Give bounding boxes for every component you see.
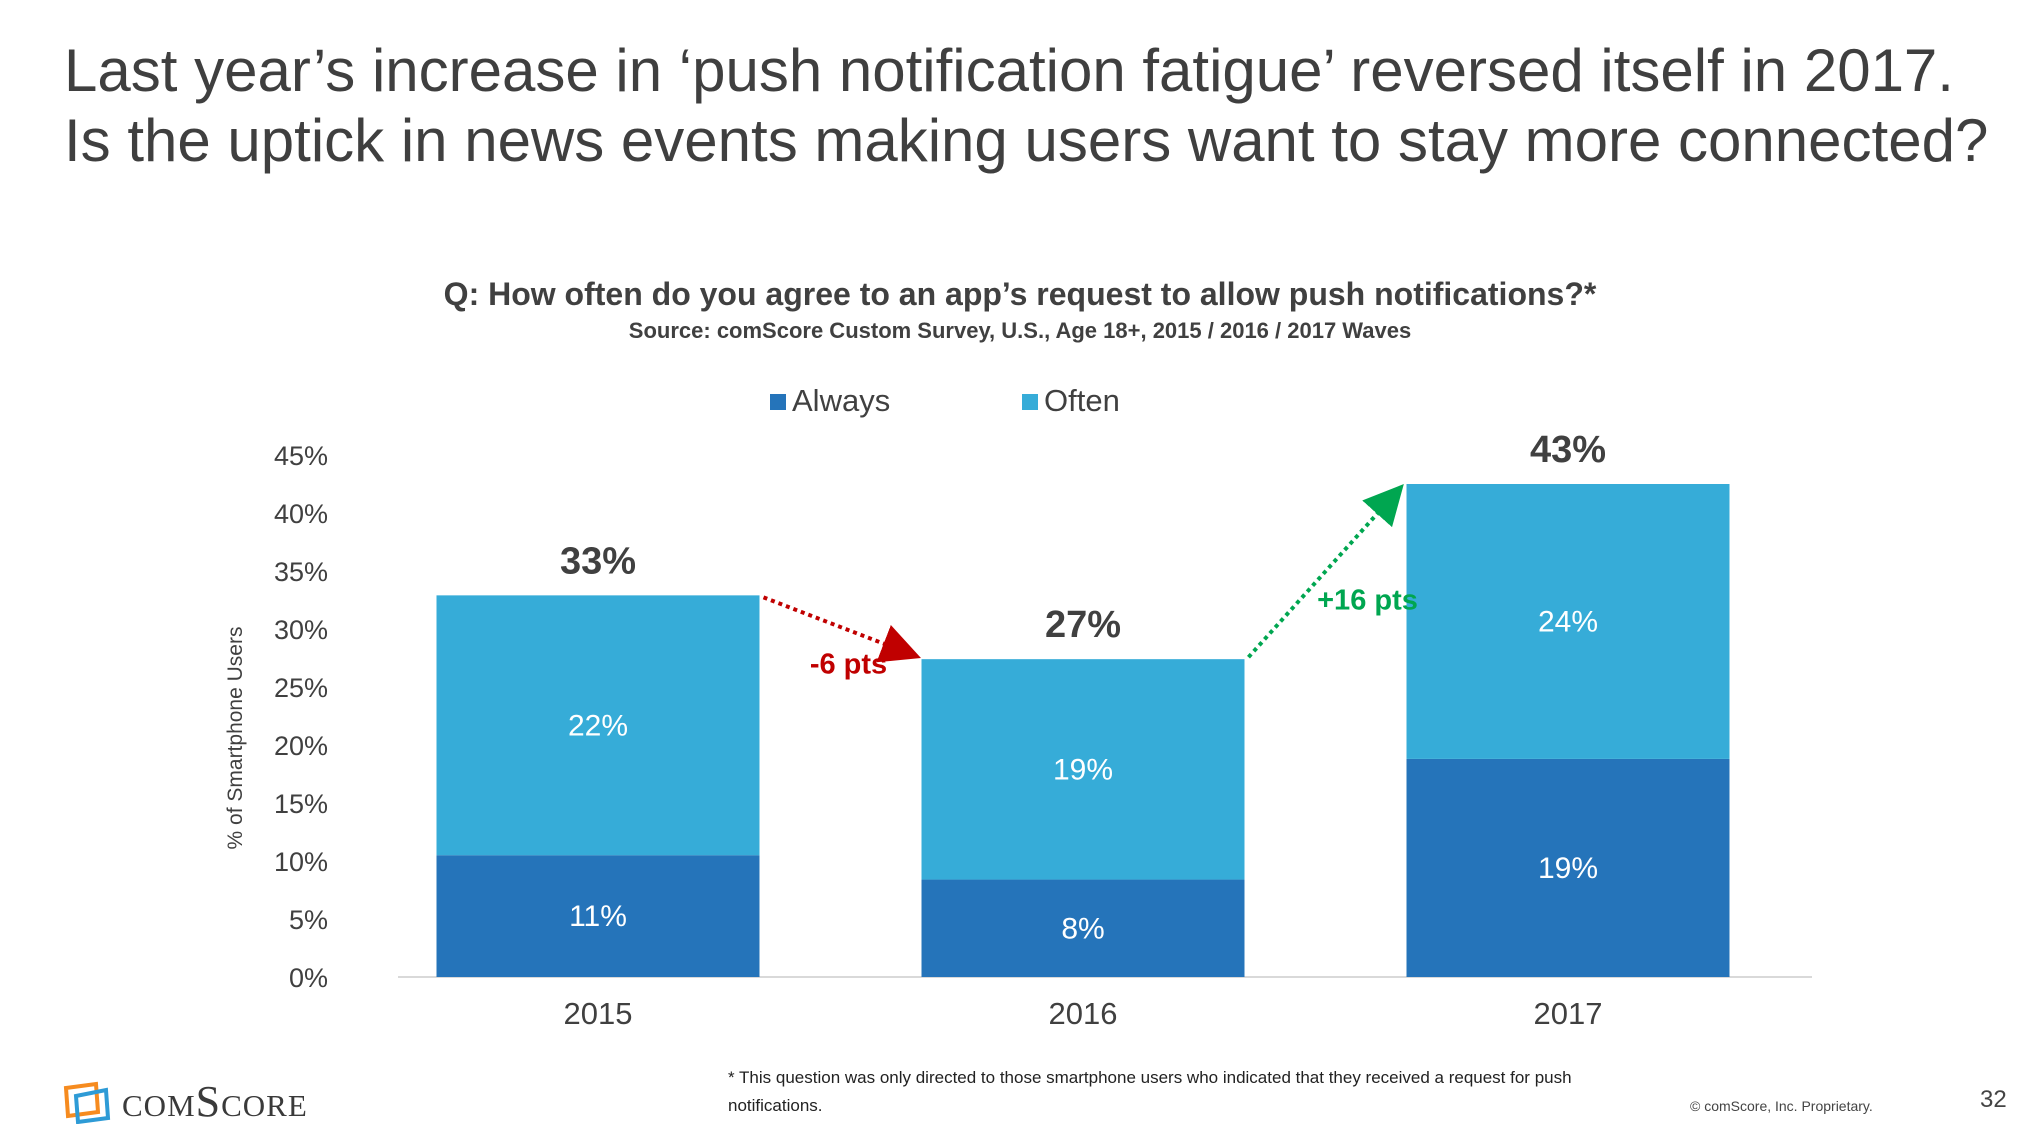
y-tick-label: 5%	[289, 905, 328, 935]
legend-swatch-always	[770, 394, 786, 410]
page-number: 32	[1980, 1086, 2007, 1113]
y-tick-label: 35%	[274, 557, 328, 587]
comscore-logo-icon	[63, 1081, 111, 1124]
comscore-logo: comScore	[62, 1076, 308, 1126]
bar-often-2017	[1406, 484, 1730, 759]
legend-swatch-often	[1022, 394, 1038, 410]
change-label-down: -6 pts	[810, 648, 887, 680]
bar-always-2015	[436, 855, 760, 977]
x-tick-label-2017: 2017	[1534, 996, 1603, 1031]
bar-always-2017	[1406, 758, 1730, 977]
slide-title: Last year’s increase in ‘push notificati…	[64, 37, 1989, 174]
y-axis-label: % of Smartphone Users	[224, 627, 247, 850]
y-tick-label: 25%	[274, 673, 328, 703]
bar-often-2015	[436, 595, 760, 856]
total-label-2015: 33%	[560, 540, 636, 582]
data-label-often-2017: 24%	[1538, 605, 1598, 638]
total-label-2017: 43%	[1530, 429, 1606, 471]
chart-title: Q: How often do you agree to an app’s re…	[443, 276, 1597, 312]
change-arrow-down	[762, 595, 921, 663]
bar-often-2016	[921, 659, 1245, 880]
x-tick-label-2016: 2016	[1049, 996, 1118, 1031]
legend-label-always: Always	[792, 383, 890, 418]
legend-label-often: Often	[1044, 383, 1120, 418]
data-label-often-2015: 22%	[568, 709, 628, 742]
change-arrow-up	[1247, 484, 1404, 659]
logo-text: comScore	[122, 1076, 308, 1126]
total-label-2016: 27%	[1045, 604, 1121, 646]
data-label-always-2017: 19%	[1538, 852, 1598, 885]
bar-always-2016	[921, 879, 1245, 977]
footnote: * This question was only directed to tho…	[728, 1068, 1572, 1115]
chart-subtitle: Source: comScore Custom Survey, U.S., Ag…	[628, 318, 1412, 343]
data-label-always-2016: 8%	[1061, 912, 1104, 945]
data-label-often-2016: 19%	[1053, 753, 1113, 786]
y-tick-label: 30%	[274, 615, 328, 645]
y-tick-label: 40%	[274, 499, 328, 529]
y-tick-label: 20%	[274, 731, 328, 761]
x-tick-label-2015: 2015	[564, 996, 633, 1031]
y-tick-label: 0%	[289, 963, 328, 993]
y-tick-label: 45%	[274, 441, 328, 471]
copyright: © comScore, Inc. Proprietary.	[1690, 1098, 1873, 1114]
data-label-always-2015: 11%	[569, 900, 627, 933]
change-label-up: +16 pts	[1317, 585, 1418, 617]
y-tick-label: 15%	[274, 789, 328, 819]
y-tick-label: 10%	[274, 847, 328, 877]
